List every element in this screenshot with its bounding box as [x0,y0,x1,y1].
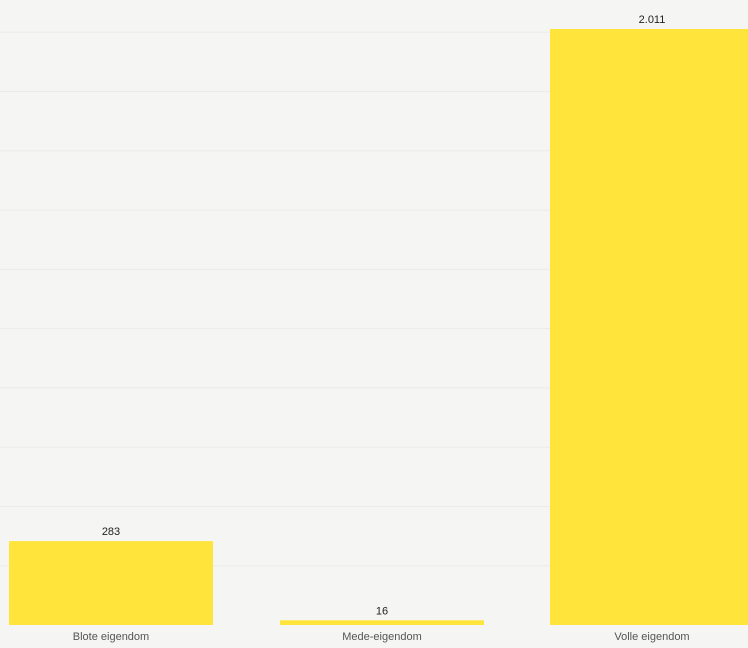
bar-volle-eigendom [550,29,748,625]
category-labels: Blote eigendom Mede-eigendom Volle eigendo… [73,631,690,643]
value-label: 2.011 [639,14,666,26]
value-labels: 283 16 2.011 [102,14,666,617]
bars [9,29,748,625]
bar-blote-eigendom [9,541,213,625]
value-label: 16 [376,605,388,617]
value-label: 283 [102,526,120,538]
bar-mede-eigendom [280,620,484,625]
category-label: Blote eigendom [73,631,149,643]
category-label: Volle eigendom [614,631,689,643]
category-label: Mede-eigendom [342,631,422,643]
